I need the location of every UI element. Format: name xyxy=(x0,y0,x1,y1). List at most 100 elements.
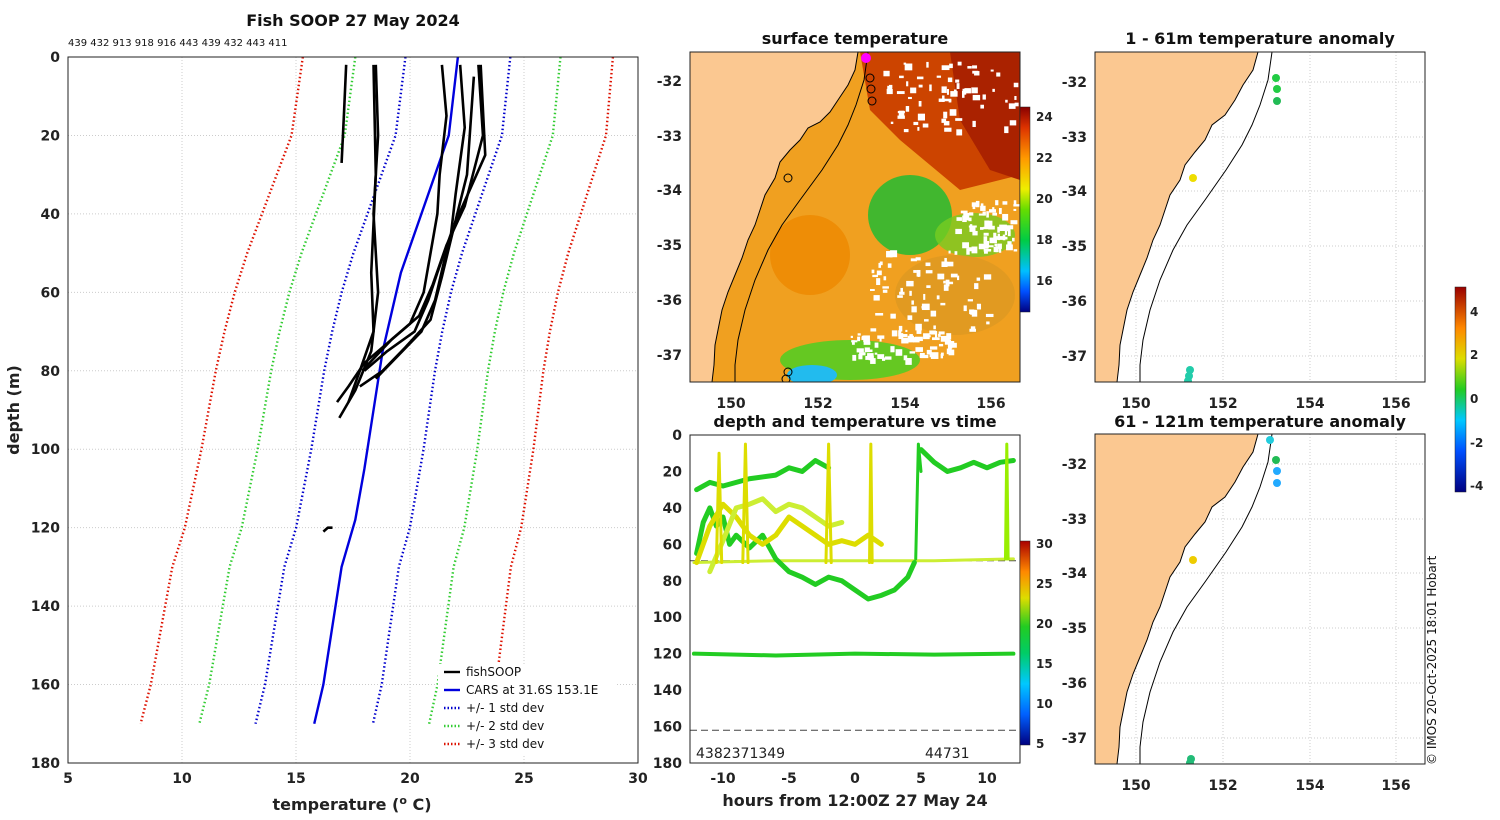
legend-label: fishSOOP xyxy=(466,665,521,679)
cloud-pixel xyxy=(870,288,875,291)
sst-coastal-warm xyxy=(770,215,850,295)
cloud-pixel xyxy=(995,200,999,206)
sst-xtick: 152 xyxy=(803,396,832,412)
profile-xtick: 20 xyxy=(400,771,420,787)
cloud-pixel xyxy=(932,337,940,341)
anom-top-marker xyxy=(1273,97,1281,105)
anomaly-map-1-61m: 1 - 61m temperature anomaly 150 152 154 156… xyxy=(1062,29,1426,412)
anom-colorbar-bar xyxy=(1454,286,1467,493)
cloud-pixel xyxy=(918,84,923,88)
cloud-pixel xyxy=(922,123,929,128)
sst-ytick: -37 xyxy=(657,348,682,364)
cloud-pixel xyxy=(861,336,865,340)
cloud-pixel xyxy=(885,356,892,360)
time-colorbar-tick: 25 xyxy=(1036,577,1053,591)
time-track xyxy=(741,442,750,565)
sst-ytick: -36 xyxy=(657,293,682,309)
cloud-pixel xyxy=(877,335,885,339)
profile-ytick: 100 xyxy=(31,442,60,458)
profile-ytick: 140 xyxy=(31,599,60,615)
anom-top-marker xyxy=(1272,74,1280,82)
cloud-pixel xyxy=(898,325,903,332)
cloud-pixel xyxy=(921,306,929,309)
cloud-pixel xyxy=(890,346,895,353)
sst-xtick: 150 xyxy=(716,396,745,412)
cloud-pixel xyxy=(941,118,947,123)
cloud-pixel xyxy=(962,242,970,249)
fishsoop-cast-line xyxy=(347,64,378,403)
anom-bottom-marker xyxy=(1273,467,1281,475)
fishsoop-cast-line xyxy=(363,64,467,372)
cloud-pixel xyxy=(983,226,990,230)
cloud-pixel xyxy=(895,349,903,356)
cloud-pixel xyxy=(962,90,965,98)
cloud-pixel xyxy=(917,113,925,121)
cloud-pixel xyxy=(969,224,973,227)
cloud-pixel xyxy=(968,217,972,222)
profile-legend: fishSOOP CARS at 31.6S 153.1E +/- 1 std de… xyxy=(438,664,616,756)
cloud-pixel xyxy=(890,121,894,125)
time-colorbar-tick: 15 xyxy=(1036,657,1053,671)
cloud-pixel xyxy=(983,250,988,254)
cloud-pixel xyxy=(1012,237,1015,242)
cloud-pixel xyxy=(929,84,932,92)
cloud-pixel xyxy=(941,65,950,71)
cloud-pixel xyxy=(872,274,879,278)
anom-xtick: 156 xyxy=(1381,778,1410,794)
temperature-depth-profile-chart: Fish SOOP 27 May 2024 439 432 913 918 91… xyxy=(4,11,648,814)
cloud-pixel xyxy=(943,284,949,291)
anom-bottom-frame xyxy=(1094,433,1426,765)
cloud-pixel xyxy=(964,88,971,94)
cloud-pixel xyxy=(982,246,989,249)
cloud-pixel xyxy=(881,357,886,361)
sst-colorbar xyxy=(1019,106,1031,313)
cloud-pixel xyxy=(870,328,877,332)
cloud-pixel xyxy=(926,349,932,355)
time-track xyxy=(714,451,724,565)
time-ytick: 100 xyxy=(653,610,682,626)
cloud-pixel xyxy=(898,110,905,118)
surface-temperature-map: surface temperature 150 152 154 156 -32 -33 -3… xyxy=(657,29,1053,412)
cloud-pixel xyxy=(948,250,951,254)
anom-top-tick-labels: 150 152 154 156 -32 -33 -34 -35 -36 -37 xyxy=(1062,75,1411,412)
cloud-pixel xyxy=(1013,208,1017,211)
cloud-pixel xyxy=(899,291,905,295)
profile-ytick: 60 xyxy=(41,285,61,301)
profile-id-strip: 439 432 913 918 916 443 439 432 443 411 xyxy=(68,38,287,49)
cloud-pixel xyxy=(950,91,958,97)
cloud-pixel xyxy=(1014,96,1017,100)
cloud-pixel xyxy=(875,312,884,316)
cloud-pixel xyxy=(989,237,997,244)
cloud-pixel xyxy=(1004,126,1009,134)
cloud-pixel xyxy=(909,334,913,339)
time-track xyxy=(868,442,874,565)
cloud-pixel xyxy=(988,209,997,213)
fishsoop-cast-line xyxy=(361,64,485,372)
cloud-pixel xyxy=(904,63,913,71)
cloud-pixel xyxy=(1009,120,1017,126)
cloud-pixel xyxy=(934,330,938,338)
anom-xtick: 152 xyxy=(1208,778,1237,794)
cloud-pixel xyxy=(949,342,957,348)
fishsoop-cast-line xyxy=(359,76,476,388)
cloud-pixel xyxy=(926,285,931,289)
cloud-pixel xyxy=(944,257,947,262)
imos-credit: © IMOS 20-Oct-2025 18:01 Hobart xyxy=(1425,555,1439,765)
time-chart-xlabel: hours from 12:00Z 27 May 24 xyxy=(722,791,987,810)
time-track xyxy=(691,651,1016,658)
cloud-pixel xyxy=(868,349,873,353)
time-colorbar-tick: 20 xyxy=(1036,617,1053,631)
time-ytick: 180 xyxy=(653,756,682,772)
cloud-pixel xyxy=(926,61,929,68)
cloud-pixel xyxy=(910,87,917,94)
cloud-pixel xyxy=(972,230,978,236)
profile-xtick: 15 xyxy=(286,771,305,787)
legend-label: +/- 1 std dev xyxy=(466,701,544,715)
anom-top-frame xyxy=(1094,51,1426,383)
time-id-labels-left: 4382371349 xyxy=(696,746,785,762)
time-ytick: 160 xyxy=(653,720,682,736)
anom-bottom-tick-labels: 150 152 154 156 -32 -33 -34 -35 -36 -37 xyxy=(1062,457,1411,794)
cloud-pixel xyxy=(870,358,876,364)
cloud-pixel xyxy=(980,203,984,210)
